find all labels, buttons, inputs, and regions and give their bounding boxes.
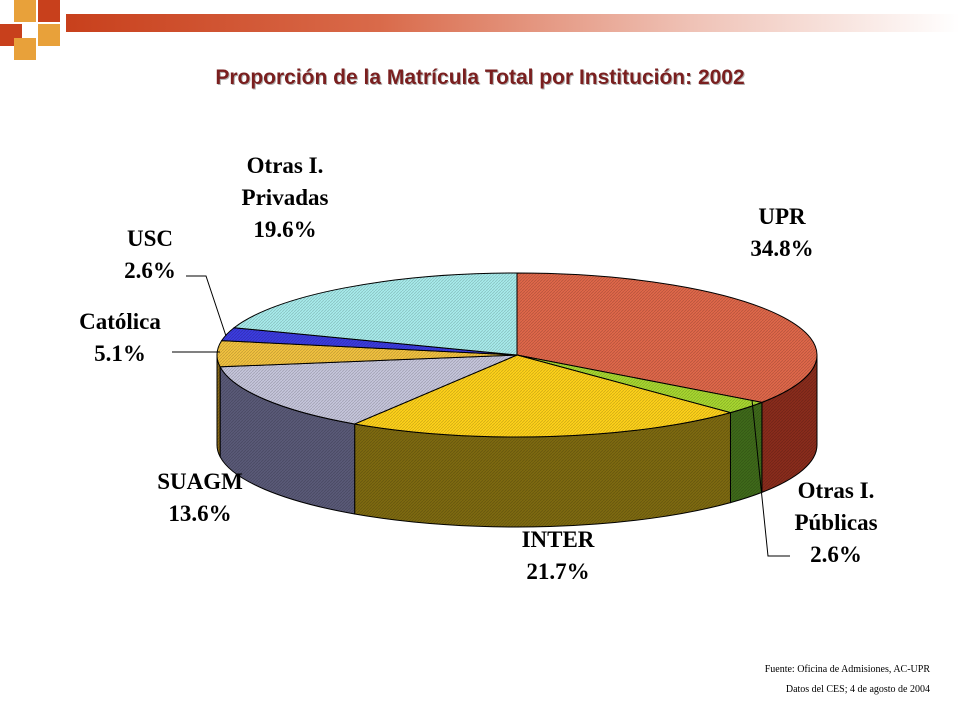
pie-sides <box>216 354 818 528</box>
slice-value-label-2: 21.7% <box>526 559 589 584</box>
slice-name-label-3: SUAGM <box>157 469 243 494</box>
pie-slices <box>216 272 818 438</box>
pie-slice-texture-2 <box>354 355 731 437</box>
slice-value-label-1: 2.6% <box>810 542 862 567</box>
slice-name-label-6: Otras I. <box>247 153 324 178</box>
pie-slice-texture-6 <box>234 273 517 355</box>
slice-value-label-4: 5.1% <box>94 341 146 366</box>
slice-name-label-4: Católica <box>79 309 161 334</box>
slice-value-label-5: 2.6% <box>124 258 176 283</box>
slice-name-label-1: Públicas <box>794 510 877 535</box>
chart-title: Proporción de la Matrícula Total por Ins… <box>215 66 745 89</box>
slice-side-texture-4 <box>217 355 221 457</box>
slice-value-label-6: 19.6% <box>253 217 316 242</box>
slice-name-label-6: Privadas <box>242 185 329 210</box>
slice-name-label-0: UPR <box>758 204 806 229</box>
slice-name-label-5: USC <box>127 226 173 251</box>
slice-value-label-3: 13.6% <box>168 501 231 526</box>
pie-slice-texture-0 <box>517 273 817 403</box>
leader-line-5 <box>186 275 227 337</box>
source-note: Fuente: Oficina de Admisiones, AC-UPR <box>764 664 930 675</box>
pie-slice-texture-4 <box>217 340 518 367</box>
slice-side-texture-1 <box>730 402 762 503</box>
pie-slice-texture-3 <box>220 355 517 424</box>
data-note: Datos del CES; 4 de agosto de 2004 <box>785 684 930 695</box>
leader-lines <box>172 275 790 557</box>
slice-labels: UPR 34.8% Otras I. Públicas 2.6% INTER 21.7% SU… <box>79 153 877 584</box>
leader-line-1 <box>751 399 790 557</box>
header-gradient-bar <box>66 14 960 32</box>
slice-side-texture-2 <box>354 412 731 527</box>
slice-name-label-1: Otras I. <box>798 478 875 503</box>
slice-side-texture-0 <box>761 355 817 493</box>
slice-value-label-0: 34.8% <box>750 236 813 261</box>
slice-name-label-2: INTER <box>522 527 595 552</box>
pie-slice-texture-1 <box>517 355 762 413</box>
slice-side-texture-3 <box>220 366 355 514</box>
